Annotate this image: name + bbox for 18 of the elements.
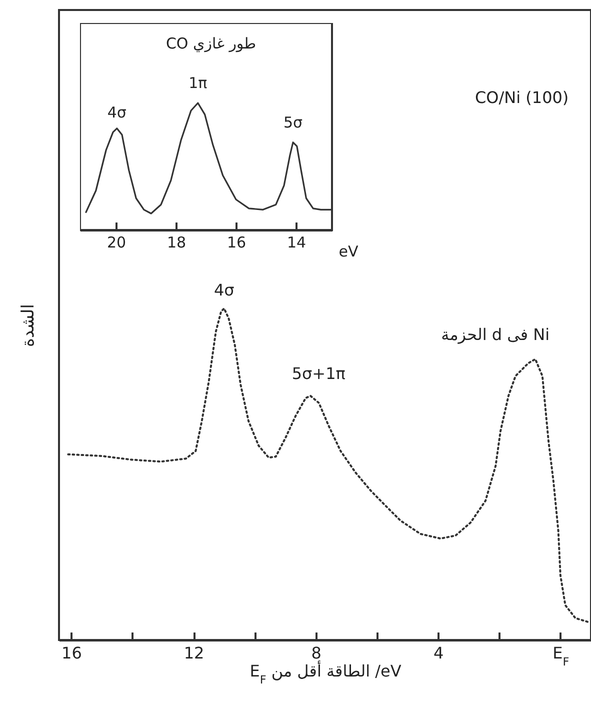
annotation: 5σ (283, 113, 304, 132)
annotation: 5σ+1π (292, 364, 346, 383)
annotation: 4σ (214, 280, 234, 300)
x-axis-title: eV (338, 242, 359, 260)
x-tick-label: 16 (62, 644, 82, 662)
x-tick-label: 16 (226, 234, 246, 252)
text: CO طور غازي (166, 34, 256, 53)
y-axis-title: الشدة (18, 304, 38, 347)
x-tick-label: 12 (184, 644, 204, 662)
x-tick-label: 20 (106, 234, 126, 252)
x-tick-label: E$_{F}$ (552, 644, 570, 668)
text: CO/Ni (100) (474, 88, 569, 108)
annotation: 4σ (107, 103, 127, 122)
x-tick-label: 18 (166, 234, 186, 252)
annotation: 1π (188, 74, 208, 92)
annotation: الحزمة d فى Ni (441, 325, 550, 344)
x-tick-label: 14 (286, 234, 306, 252)
x-tick-label: 4 (434, 644, 444, 662)
